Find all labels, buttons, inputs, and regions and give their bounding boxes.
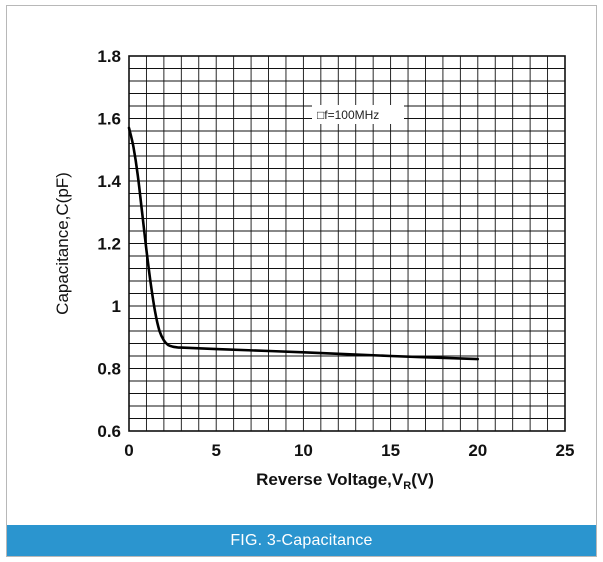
x-axis-label: Reverse Voltage,VR(V)	[256, 470, 434, 492]
y-tick-label: 1.6	[97, 110, 121, 129]
x-axis-label-main: Reverse Voltage,V	[256, 470, 404, 489]
figure-caption: FIG. 3-Capacitance	[7, 525, 596, 556]
x-tick-label: 20	[468, 441, 487, 460]
annotation-background	[312, 105, 404, 124]
plot-area-border	[128, 55, 566, 432]
x-tick-labels: 0 5 10 15 20 25	[124, 441, 574, 460]
frequency-annotation: □f=100MHz	[317, 108, 379, 122]
x-tick-label: 5	[211, 441, 220, 460]
x-axis-label-subscript: R	[403, 480, 411, 492]
x-tick-label: 0	[124, 441, 133, 460]
x-tick-label: 10	[294, 441, 313, 460]
chart-grid	[129, 56, 565, 431]
y-tick-label: 1.4	[97, 172, 121, 191]
capacitance-curve	[127, 126, 480, 361]
x-axis-label-suffix: (V)	[411, 470, 434, 489]
x-tick-label: 15	[381, 441, 400, 460]
y-tick-label: 1.8	[97, 47, 121, 66]
series-group	[127, 126, 480, 361]
y-axis-label: Capacitance,C(pF)	[53, 172, 72, 315]
x-tick-label: 25	[556, 441, 575, 460]
y-tick-labels: 0.6 0.8 1 1.2 1.4 1.6 1.8	[97, 47, 121, 441]
y-tick-label: 1.2	[97, 235, 121, 254]
y-tick-label: 0.6	[97, 422, 121, 441]
y-tick-label: 1	[112, 297, 121, 316]
y-tick-label: 0.8	[97, 360, 121, 379]
